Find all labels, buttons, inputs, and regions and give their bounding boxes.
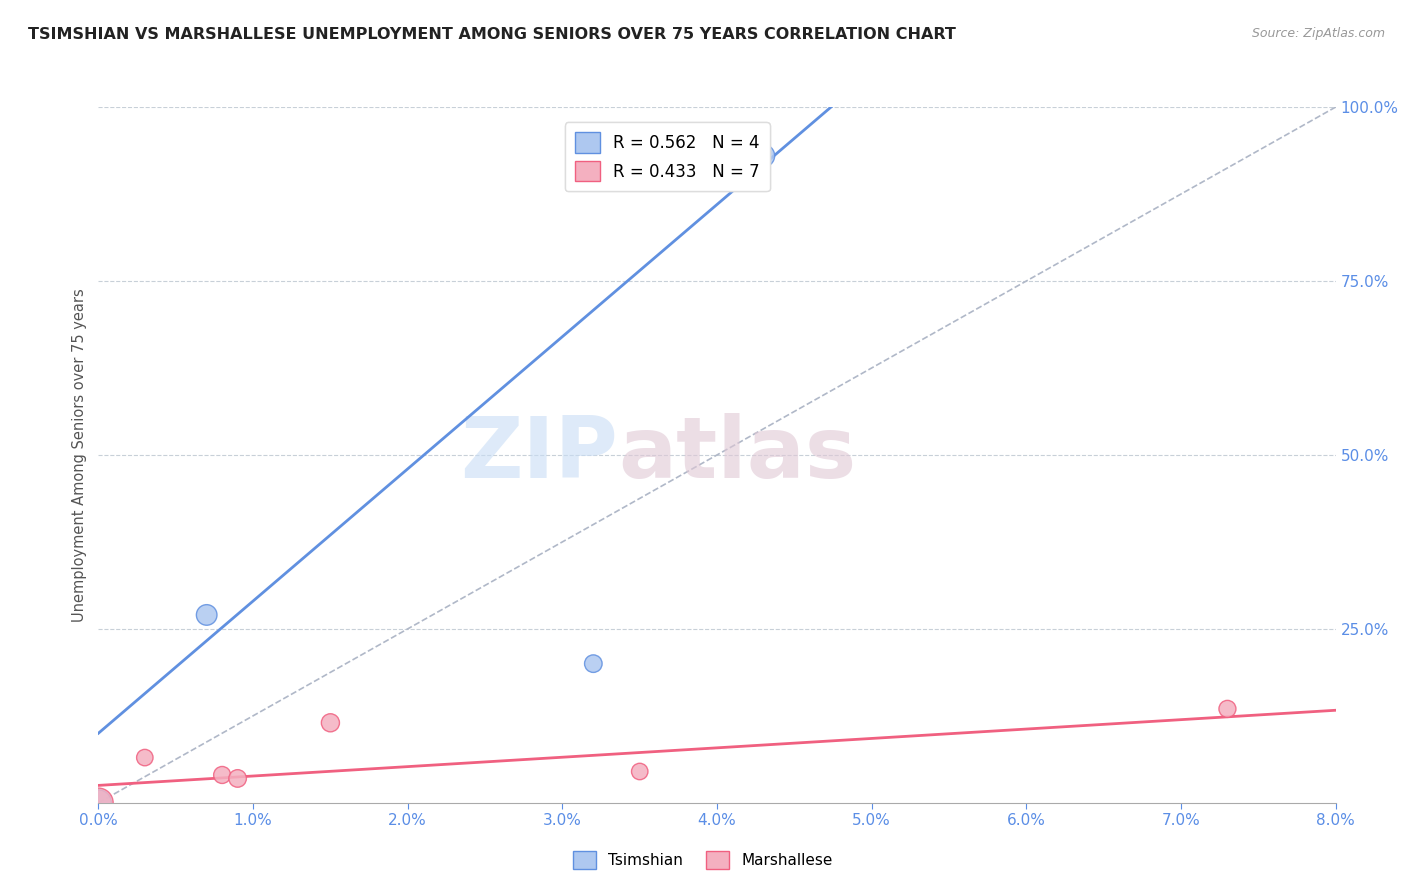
Point [87, 796, 110, 810]
Point [752, 149, 775, 163]
Legend: Tsimshian, Marshallese: Tsimshian, Marshallese [567, 845, 839, 875]
Point [211, 768, 233, 782]
Text: atlas: atlas [619, 413, 856, 497]
Text: TSIMSHIAN VS MARSHALLESE UNEMPLOYMENT AMONG SENIORS OVER 75 YEARS CORRELATION CH: TSIMSHIAN VS MARSHALLESE UNEMPLOYMENT AM… [28, 27, 956, 42]
Point [582, 657, 605, 671]
Point [87, 796, 110, 810]
Y-axis label: Unemployment Among Seniors over 75 years: Unemployment Among Seniors over 75 years [72, 288, 87, 622]
Point [319, 715, 342, 730]
Point [628, 764, 651, 779]
Point [195, 607, 218, 622]
Text: ZIP: ZIP [460, 413, 619, 497]
Text: Source: ZipAtlas.com: Source: ZipAtlas.com [1251, 27, 1385, 40]
Point [226, 772, 249, 786]
Point [1216, 702, 1239, 716]
Point [134, 750, 156, 764]
Legend: R = 0.562   N = 4, R = 0.433   N = 7: R = 0.562 N = 4, R = 0.433 N = 7 [565, 122, 769, 191]
